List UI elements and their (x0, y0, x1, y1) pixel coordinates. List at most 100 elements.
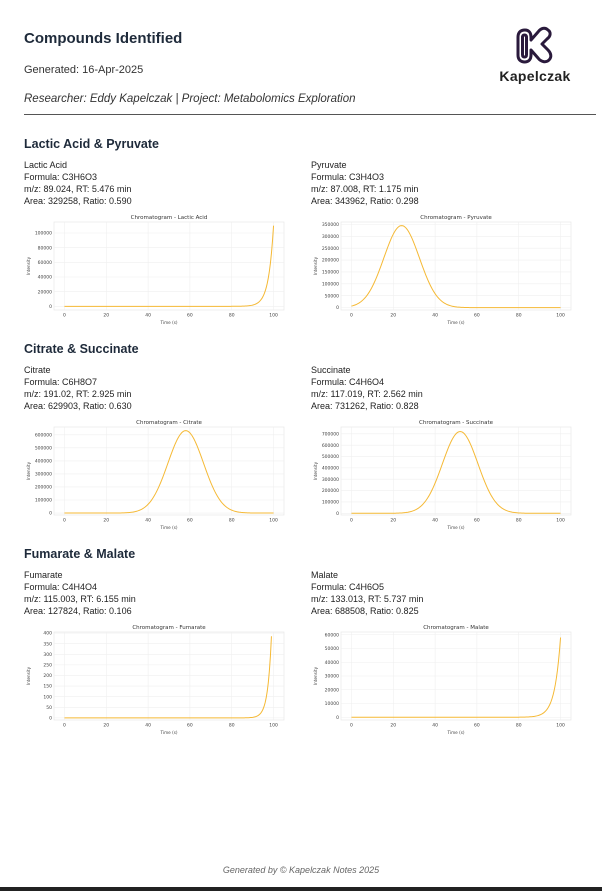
y-tick-label: 200 (43, 673, 52, 679)
x-axis-label: Time (s) (446, 730, 464, 735)
y-tick-label: 300000 (322, 477, 339, 483)
y-tick-label: 500000 (35, 445, 52, 451)
y-tick-label: 700000 (322, 431, 339, 437)
y-axis-label: Intensity (313, 461, 318, 480)
x-tick-label: 80 (516, 723, 522, 729)
chart-title: Chromatogram - Malate (423, 625, 489, 631)
plot-area (53, 631, 285, 721)
plot-area (340, 221, 572, 311)
compound-card: Fumarate Formula: C4H4O4 m/z: 115.003, R… (24, 569, 294, 736)
chromatogram-line (351, 225, 561, 309)
compound-card: Malate Formula: C4H6O5 m/z: 133.013, RT:… (311, 569, 581, 736)
y-tick-label: 50000 (325, 646, 339, 652)
y-tick-label: 250000 (322, 246, 339, 252)
x-tick-label: 40 (432, 518, 438, 524)
chromatogram-line (64, 225, 275, 307)
x-axis-label: Time (s) (159, 525, 177, 530)
x-axis-label: Time (s) (446, 525, 464, 530)
x-tick-label: 0 (350, 723, 353, 729)
x-tick-label: 20 (103, 518, 109, 524)
compound-mz-rt: m/z: 115.003, RT: 6.155 min (24, 594, 136, 604)
compound-section: Fumarate & Malate Fumarate Formula: C4H4… (24, 547, 594, 736)
compound-card: Succinate Formula: C4H6O4 m/z: 117.019, … (311, 364, 581, 531)
compound-card: Lactic Acid Formula: C3H6O3 m/z: 89.024,… (24, 159, 294, 326)
chromatogram-chart: Chromatogram - Fumarate 0 20 40 60 80 100 0 50 10… (26, 625, 285, 735)
compound-area-ratio: Area: 343962, Ratio: 0.298 (311, 196, 419, 206)
y-tick-label: 0 (49, 511, 52, 517)
y-tick-label: 10000 (325, 701, 339, 707)
y-tick-label: 20000 (38, 289, 52, 295)
chromatogram-line (64, 430, 274, 514)
bottom-bar (0, 887, 602, 891)
plot-area (53, 221, 285, 311)
header-divider (24, 114, 596, 115)
y-tick-label: 80000 (38, 245, 52, 251)
compound-name: Succinate (311, 365, 351, 375)
y-tick-label: 100000 (322, 281, 339, 287)
chromatogram-chart: Chromatogram - Pyruvate 0 20 40 60 80 100 0 5000… (313, 215, 572, 325)
page-footer: Generated by © Kapelczak Notes 2025 (222, 865, 380, 875)
y-tick-label: 300000 (35, 472, 52, 478)
x-tick-label: 40 (145, 518, 151, 524)
y-tick-label: 300 (43, 652, 52, 658)
compound-section: Citrate & Succinate Citrate Formula: C6H… (24, 342, 594, 531)
compound-section: Lactic Acid & Pyruvate Lactic Acid Formu… (24, 137, 594, 326)
chart-title: Chromatogram - Citrate (136, 420, 202, 426)
x-tick-label: 40 (145, 723, 151, 729)
x-tick-label: 60 (187, 518, 193, 524)
compound-card: Citrate Formula: C6H8O7 m/z: 191.02, RT:… (24, 364, 294, 531)
y-tick-label: 30000 (325, 674, 339, 680)
y-axis-label: Intensity (313, 666, 318, 685)
x-axis-label: Time (s) (159, 320, 177, 325)
k-logo-icon (516, 26, 553, 64)
x-tick-label: 60 (187, 723, 193, 729)
chart-title: Chromatogram - Succinate (419, 420, 494, 426)
x-tick-label: 40 (145, 313, 151, 319)
y-tick-label: 60000 (325, 632, 339, 638)
chart-title: Chromatogram - Lactic Acid (131, 215, 208, 221)
y-axis-label: Intensity (26, 256, 31, 275)
compound-card: Pyruvate Formula: C3H4O3 m/z: 87.008, RT… (311, 159, 581, 326)
x-tick-label: 80 (229, 518, 235, 524)
compound-name: Pyruvate (311, 160, 347, 170)
y-tick-label: 400000 (35, 458, 52, 464)
compound-name: Lactic Acid (24, 160, 68, 170)
y-tick-label: 300000 (322, 234, 339, 240)
compound-formula: Formula: C4H4O4 (24, 582, 98, 592)
x-tick-label: 100 (269, 313, 278, 319)
y-tick-label: 60000 (38, 260, 52, 266)
x-tick-label: 80 (229, 313, 235, 319)
x-tick-label: 20 (390, 723, 396, 729)
chromatogram-line (351, 431, 561, 514)
y-tick-label: 400 (43, 631, 52, 637)
x-tick-label: 60 (474, 518, 480, 524)
y-tick-label: 200000 (322, 258, 339, 264)
x-tick-label: 20 (390, 518, 396, 524)
y-tick-label: 500000 (322, 454, 339, 460)
compound-name: Malate (311, 570, 339, 580)
researcher-line: Researcher: Eddy Kapelczak | Project: Me… (24, 93, 356, 105)
y-axis-label: Intensity (313, 256, 318, 275)
x-tick-label: 0 (350, 518, 353, 524)
plot-area (53, 426, 285, 516)
y-tick-label: 100000 (322, 500, 339, 506)
y-tick-label: 0 (336, 715, 339, 721)
y-tick-label: 350000 (322, 222, 339, 228)
chromatogram-chart: Chromatogram - Lactic Acid 0 20 40 60 80 100 0 2… (26, 215, 285, 325)
y-tick-label: 0 (336, 305, 339, 311)
y-tick-label: 100 (43, 694, 52, 700)
x-axis-label: Time (s) (446, 320, 464, 325)
compound-formula: Formula: C3H6O3 (24, 172, 98, 182)
plot-area (340, 426, 572, 516)
x-tick-label: 0 (63, 518, 66, 524)
compound-mz-rt: m/z: 117.019, RT: 2.562 min (311, 389, 423, 399)
x-tick-label: 60 (187, 313, 193, 319)
x-tick-label: 80 (229, 723, 235, 729)
compound-formula: Formula: C3H4O3 (311, 172, 385, 182)
y-tick-label: 0 (49, 715, 52, 721)
x-tick-label: 20 (103, 313, 109, 319)
x-axis-label: Time (s) (159, 730, 177, 735)
y-tick-label: 0 (49, 304, 52, 310)
y-tick-label: 100000 (35, 231, 52, 237)
compound-name: Fumarate (24, 570, 63, 580)
